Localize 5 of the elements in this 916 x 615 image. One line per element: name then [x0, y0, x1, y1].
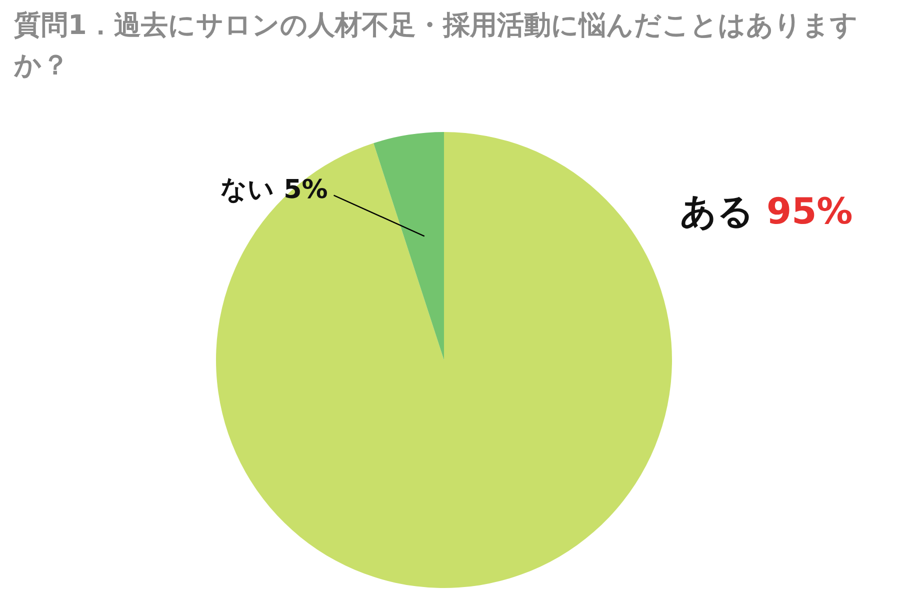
- data-label: 5%: [284, 175, 328, 206]
- slice-label: ある: [680, 191, 754, 232]
- chart-title: 質問1．過去にサロンの人材不足・採用活動に悩んだことはありますか？: [14, 9, 859, 83]
- data-label: 95%: [766, 191, 853, 232]
- slice-label: ない: [220, 175, 275, 206]
